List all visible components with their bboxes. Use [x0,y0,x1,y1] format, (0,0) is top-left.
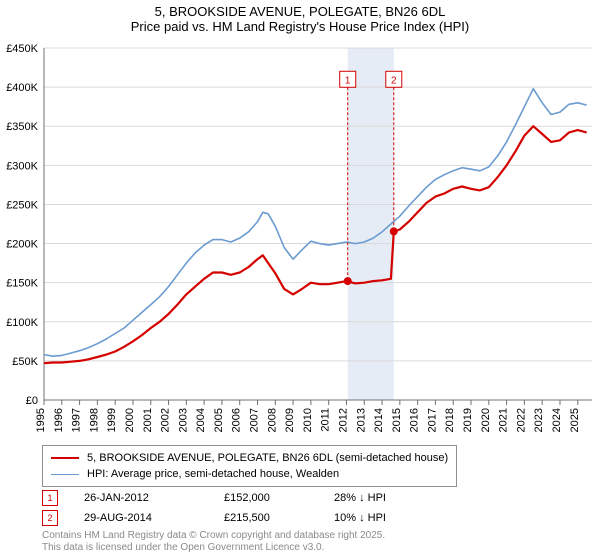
x-tick-label: 2021 [498,408,510,432]
x-tick-label: 1998 [88,408,100,432]
sale-row-marker: 2 [42,510,58,526]
credits: Contains HM Land Registry data © Crown c… [42,530,385,554]
x-tick-label: 2006 [231,408,243,432]
credits-line2: This data is licensed under the Open Gov… [42,542,385,554]
y-tick-label: £50K [12,356,38,368]
legend-row: 5, BROOKSIDE AVENUE, POLEGATE, BN26 6DL … [51,450,448,466]
x-tick-label: 2022 [515,408,527,432]
x-tick-label: 2001 [142,408,154,432]
sale-row-price: £215,500 [224,512,334,524]
sale-row-date: 26-JAN-2012 [84,492,224,504]
sales-row: 1 26-JAN-2012£152,00028% ↓ HPI [42,488,454,508]
x-tick-label: 2005 [213,408,225,432]
x-tick-label: 2018 [444,408,456,432]
y-tick-label: £300K [6,160,38,172]
x-tick-label: 2000 [124,408,136,432]
title-address: 5, BROOKSIDE AVENUE, POLEGATE, BN26 6DL [0,4,600,19]
sale-marker-dot [390,227,398,235]
sale-row-price: £152,000 [224,492,334,504]
y-tick-label: £400K [6,82,38,94]
legend-swatch [51,457,79,459]
x-tick-label: 2024 [551,408,563,432]
chart-area: £0 £50K £100K £150K £200K £250K £300K £350K £400… [0,40,600,440]
x-tick-label: 2015 [391,408,403,432]
x-tick-label: 2003 [177,408,189,432]
legend-row: HPI: Average price, semi-detached house,… [51,466,448,482]
y-tick-label: £450K [6,43,38,55]
x-tick-label: 2016 [409,408,421,432]
legend-label: 5, BROOKSIDE AVENUE, POLEGATE, BN26 6DL … [87,452,448,464]
y-tick-label: £150K [6,278,38,290]
legend-label: HPI: Average price, semi-detached house,… [87,468,339,480]
x-tick-label: 2012 [337,408,349,432]
x-tick-label: 2025 [569,408,581,432]
sale-row-hpi: 28% ↓ HPI [334,492,454,504]
sale-row-hpi: 10% ↓ HPI [334,512,454,524]
sale-marker-dot [344,277,352,285]
y-tick-label: £350K [6,121,38,133]
x-tick-label: 2008 [266,408,278,432]
sale-row-marker: 1 [42,490,58,506]
series-hpi [44,89,587,357]
y-tick-label: £0 [26,395,38,407]
highlight-band [348,48,394,400]
x-tick-label: 2007 [249,408,261,432]
x-tick-label: 2019 [462,408,474,432]
y-tick-label: £250K [6,199,38,211]
x-tick-label: 1996 [53,408,65,432]
credits-line1: Contains HM Land Registry data © Crown c… [42,530,385,542]
x-tick-label: 2002 [160,408,172,432]
x-tick-label: 2013 [355,408,367,432]
chart-container: 5, BROOKSIDE AVENUE, POLEGATE, BN26 6DL … [0,0,600,560]
sales-row: 2 29-AUG-2014£215,50010% ↓ HPI [42,508,454,528]
legend-swatch [51,474,79,475]
sale-row-date: 29-AUG-2014 [84,512,224,524]
x-tick-label: 2020 [480,408,492,432]
sale-marker-number: 2 [391,75,397,86]
x-tick-label: 1997 [71,408,83,432]
x-tick-label: 2011 [320,408,332,432]
y-tick-label: £100K [6,317,38,329]
x-tick-label: 2009 [284,408,296,432]
title-block: 5, BROOKSIDE AVENUE, POLEGATE, BN26 6DL … [0,0,600,34]
sales-table: 1 26-JAN-2012£152,00028% ↓ HPI 2 29-AUG-201… [42,488,454,528]
title-subtitle: Price paid vs. HM Land Registry's House … [0,19,600,34]
legend: 5, BROOKSIDE AVENUE, POLEGATE, BN26 6DL … [42,445,457,487]
x-tick-label: 2004 [195,408,207,432]
y-tick-label: £200K [6,239,38,251]
chart-svg: £0 £50K £100K £150K £200K £250K £300K £350K £400… [0,40,600,440]
x-tick-label: 2017 [426,408,438,432]
sale-marker-number: 1 [345,75,351,86]
x-tick-label: 1999 [106,408,118,432]
x-tick-label: 1995 [35,408,47,432]
x-tick-label: 2023 [533,408,545,432]
x-tick-label: 2010 [302,408,314,432]
x-tick-label: 2014 [373,408,385,432]
